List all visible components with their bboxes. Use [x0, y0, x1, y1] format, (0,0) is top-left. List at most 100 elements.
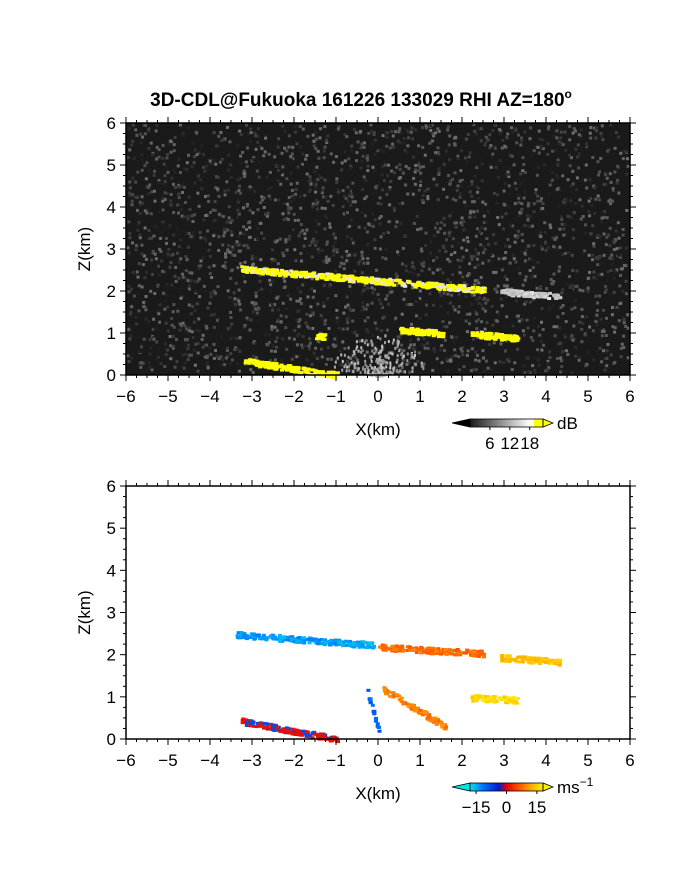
noise-pixel	[163, 191, 167, 195]
feature-1-pixel	[470, 290, 475, 294]
noise-pixel	[196, 342, 200, 345]
noise-pixel	[536, 145, 540, 149]
noise-pixel	[484, 301, 488, 305]
noise-pixel	[268, 289, 272, 293]
feature-1-pixel	[417, 280, 422, 284]
feature-5-pixel	[436, 721, 440, 725]
colorbar-cell	[488, 783, 491, 791]
noise-pixel	[538, 333, 542, 337]
noise-pixel	[236, 228, 240, 232]
noise-pixel	[536, 199, 540, 203]
noise-pixel	[543, 163, 547, 167]
noise-pixel	[140, 159, 144, 162]
noise-pixel	[569, 336, 573, 340]
noise-pixel	[417, 164, 421, 168]
noise-pixel	[616, 135, 620, 139]
noise-pixel	[494, 288, 498, 292]
noise-pixel	[602, 253, 606, 257]
noise-pixel	[223, 189, 227, 193]
noise-pixel	[166, 153, 170, 157]
noise-pixel	[236, 178, 240, 182]
noise-pixel	[140, 361, 144, 365]
noise-pixel	[446, 292, 450, 296]
noise-pixel	[572, 336, 576, 340]
noise-pixel	[592, 126, 596, 130]
noise-pixel	[606, 270, 610, 274]
noise-pixel	[216, 187, 220, 191]
near-range-pixel	[371, 371, 374, 375]
noise-pixel	[250, 187, 254, 191]
noise-pixel	[611, 189, 615, 193]
noise-pixel	[551, 149, 555, 153]
noise-pixel	[432, 234, 436, 238]
noise-pixel	[570, 156, 573, 160]
colorbar-cell	[479, 419, 482, 427]
feature-3-pixel	[505, 657, 510, 661]
noise-pixel	[143, 276, 147, 280]
noise-pixel	[161, 221, 165, 225]
noise-pixel	[257, 145, 261, 149]
feature-1-pixel	[247, 269, 252, 273]
feature-1-pixel	[454, 289, 459, 293]
noise-pixel	[315, 202, 319, 206]
noise-pixel	[523, 370, 527, 374]
noise-pixel	[570, 371, 574, 375]
noise-pixel	[206, 269, 210, 273]
noise-pixel	[445, 195, 449, 199]
noise-pixel	[495, 319, 499, 323]
noise-pixel	[260, 147, 264, 150]
noise-pixel	[406, 244, 410, 248]
noise-pixel	[568, 124, 572, 128]
colorbar-cell	[504, 419, 508, 427]
noise-pixel	[441, 271, 445, 275]
noise-pixel	[282, 254, 286, 258]
feature-2-pixel	[475, 650, 480, 653]
noise-pixel	[207, 248, 211, 252]
noise-pixel	[425, 341, 429, 345]
near-range-pixel	[378, 362, 381, 366]
noise-pixel	[334, 269, 338, 273]
noise-pixel	[483, 369, 487, 373]
feature-5-pixel	[494, 332, 499, 336]
noise-pixel	[187, 245, 190, 249]
noise-pixel	[355, 159, 358, 163]
near-range-pixel	[364, 363, 367, 367]
noise-pixel	[548, 240, 552, 244]
noise-pixel	[515, 299, 518, 303]
noise-pixel	[562, 233, 566, 237]
noise-pixel	[332, 160, 336, 164]
noise-pixel	[396, 250, 400, 254]
noise-pixel	[527, 290, 531, 294]
noise-pixel	[383, 133, 387, 137]
noise-pixel	[530, 153, 534, 157]
noise-pixel	[533, 316, 537, 320]
noise-pixel	[167, 247, 171, 251]
noise-pixel	[475, 327, 479, 331]
noise-pixel	[161, 196, 165, 200]
noise-pixel	[314, 186, 318, 190]
noise-pixel	[473, 279, 477, 283]
noise-pixel	[359, 146, 363, 150]
noise-pixel	[145, 185, 149, 189]
noise-pixel	[132, 294, 136, 298]
feature-2-pixel	[541, 292, 546, 296]
noise-pixel	[560, 222, 564, 226]
colorbar-cell	[504, 783, 508, 791]
feature-2-pixel	[421, 648, 426, 652]
noise-pixel	[404, 164, 408, 168]
noise-pixel	[171, 252, 175, 256]
noise-pixel	[338, 349, 342, 353]
noise-pixel	[479, 127, 483, 131]
near-range-pixel	[387, 340, 390, 343]
noise-pixel	[178, 123, 182, 127]
noise-pixel	[484, 202, 488, 206]
noise-pixel	[191, 231, 195, 235]
noise-pixel	[622, 321, 626, 325]
feature-1-pixel	[250, 270, 255, 273]
near-range-pixel	[376, 361, 379, 365]
noise-pixel	[343, 194, 347, 198]
near-range-pixel	[386, 354, 389, 358]
noise-pixel	[617, 324, 621, 328]
noise-pixel	[283, 146, 287, 150]
noise-pixel	[131, 270, 135, 274]
